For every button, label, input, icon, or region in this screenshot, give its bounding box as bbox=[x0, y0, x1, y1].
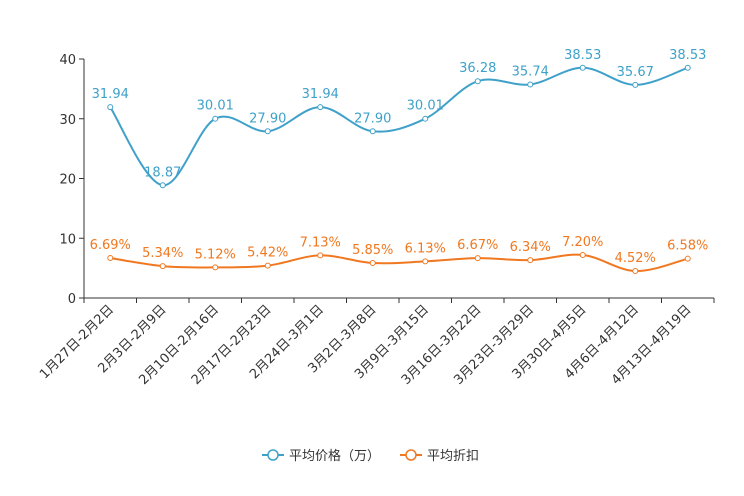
series-line bbox=[109, 66, 689, 187]
data-point[interactable] bbox=[212, 115, 219, 122]
data-label: 5.42% bbox=[247, 246, 288, 261]
data-point[interactable] bbox=[684, 255, 691, 262]
data-point[interactable] bbox=[264, 262, 271, 269]
series-2: 6.69% 5.34% 5.12% 5.42% 7.13% 5.85% 6.13% 6.67%… bbox=[90, 235, 708, 274]
data-label: 6.34% bbox=[510, 240, 551, 255]
legend-marker-icon bbox=[405, 449, 417, 461]
data-label: 6.58% bbox=[667, 239, 708, 254]
data-point[interactable] bbox=[212, 264, 219, 271]
data-label: 18.87 bbox=[144, 165, 181, 180]
legend-item-2[interactable]: 平均折扣 bbox=[400, 449, 479, 464]
legend-marker-icon bbox=[267, 449, 279, 461]
data-label: 27.90 bbox=[354, 111, 391, 126]
series-1: 31.94 18.87 30.01 27.90 31.94 27.90 30.01 36.28… bbox=[92, 48, 706, 189]
y-tick-label: 40 bbox=[59, 53, 76, 68]
data-point[interactable] bbox=[264, 128, 271, 135]
legend-label: 平均折扣 bbox=[427, 449, 479, 464]
y-tick-label: 20 bbox=[59, 173, 76, 188]
data-point[interactable] bbox=[474, 78, 481, 85]
y-tick-label: 30 bbox=[59, 113, 76, 128]
axes: 0102030401月27日-2月2日2月3日-2月9日2月10日-2月16日2… bbox=[37, 53, 715, 388]
data-label: 6.67% bbox=[457, 238, 498, 253]
data-point[interactable] bbox=[684, 64, 691, 71]
data-point[interactable] bbox=[579, 64, 586, 71]
data-point[interactable] bbox=[527, 81, 534, 88]
data-point[interactable] bbox=[159, 263, 166, 270]
data-label: 31.94 bbox=[92, 87, 129, 102]
data-point[interactable] bbox=[579, 251, 586, 258]
data-point[interactable] bbox=[632, 81, 639, 88]
legend[interactable]: 平均价格（万） 平均折扣 bbox=[262, 448, 479, 464]
data-label: 5.85% bbox=[352, 243, 393, 258]
series-line bbox=[110, 253, 688, 272]
series-layer: 31.94 18.87 30.01 27.90 31.94 27.90 30.01 36.28… bbox=[90, 48, 708, 274]
data-point[interactable] bbox=[632, 267, 639, 274]
legend-label: 平均价格（万） bbox=[289, 448, 380, 464]
data-label: 38.53 bbox=[564, 48, 601, 63]
data-label: 30.01 bbox=[407, 99, 444, 114]
data-label: 35.67 bbox=[617, 65, 654, 80]
data-point[interactable] bbox=[422, 115, 429, 122]
data-label: 5.34% bbox=[142, 246, 183, 261]
data-label: 36.28 bbox=[459, 61, 496, 76]
data-label: 30.01 bbox=[197, 99, 234, 114]
data-label: 35.74 bbox=[512, 64, 549, 79]
data-label: 31.94 bbox=[302, 87, 339, 102]
data-point[interactable] bbox=[317, 252, 324, 259]
data-label: 6.13% bbox=[405, 241, 446, 256]
data-point[interactable] bbox=[159, 182, 166, 189]
data-label: 6.69% bbox=[90, 238, 131, 253]
legend-item-1[interactable]: 平均价格（万） bbox=[262, 448, 380, 464]
data-label: 4.52% bbox=[615, 251, 656, 266]
data-label: 38.53 bbox=[669, 48, 706, 63]
data-label: 7.20% bbox=[562, 235, 603, 250]
data-label: 27.90 bbox=[249, 111, 286, 126]
y-tick-label: 10 bbox=[59, 232, 76, 247]
data-label: 5.12% bbox=[195, 247, 236, 262]
data-label: 7.13% bbox=[300, 235, 341, 250]
data-point[interactable] bbox=[317, 104, 324, 111]
data-point[interactable] bbox=[369, 260, 376, 267]
data-point[interactable] bbox=[527, 257, 534, 264]
y-tick-label: 0 bbox=[68, 292, 76, 307]
data-point[interactable] bbox=[107, 104, 114, 111]
data-point[interactable] bbox=[369, 128, 376, 135]
data-point[interactable] bbox=[474, 255, 481, 262]
data-point[interactable] bbox=[107, 255, 114, 262]
data-point[interactable] bbox=[422, 258, 429, 265]
